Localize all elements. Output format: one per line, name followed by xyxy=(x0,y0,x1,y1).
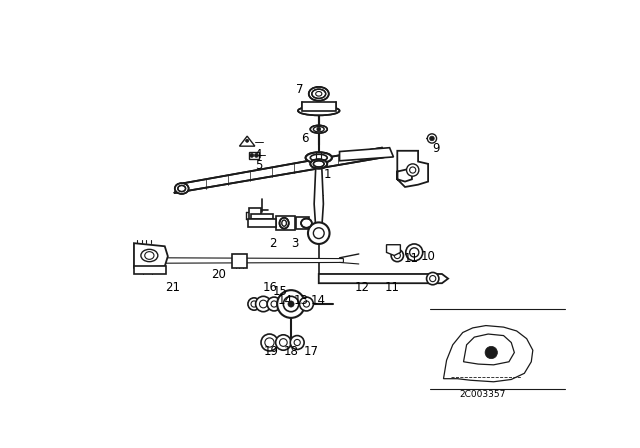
Polygon shape xyxy=(314,168,323,227)
Ellipse shape xyxy=(310,154,327,161)
Circle shape xyxy=(251,301,257,307)
Ellipse shape xyxy=(310,159,327,168)
Circle shape xyxy=(248,298,260,310)
Circle shape xyxy=(259,300,267,308)
Circle shape xyxy=(265,338,274,347)
Circle shape xyxy=(428,134,436,143)
Text: 10: 10 xyxy=(420,250,435,263)
Circle shape xyxy=(391,250,403,262)
Circle shape xyxy=(406,164,419,176)
Text: 14: 14 xyxy=(278,294,293,307)
Ellipse shape xyxy=(316,91,322,96)
Ellipse shape xyxy=(282,220,287,226)
Circle shape xyxy=(288,301,294,307)
Circle shape xyxy=(246,139,249,142)
Circle shape xyxy=(250,154,253,157)
Polygon shape xyxy=(251,214,273,220)
Circle shape xyxy=(314,228,324,238)
Polygon shape xyxy=(463,334,515,365)
Text: 14: 14 xyxy=(311,294,326,307)
Ellipse shape xyxy=(298,106,340,116)
Ellipse shape xyxy=(308,87,329,101)
Polygon shape xyxy=(319,274,448,283)
Text: 6: 6 xyxy=(301,132,308,145)
Polygon shape xyxy=(250,208,261,223)
Polygon shape xyxy=(232,254,247,268)
Circle shape xyxy=(429,136,435,141)
Text: 17: 17 xyxy=(303,345,318,358)
Circle shape xyxy=(429,276,436,282)
Polygon shape xyxy=(397,151,428,187)
Circle shape xyxy=(255,154,259,157)
Text: 11: 11 xyxy=(385,281,400,294)
Text: 2: 2 xyxy=(269,237,276,250)
Polygon shape xyxy=(248,220,276,227)
Circle shape xyxy=(294,340,300,345)
Text: 1: 1 xyxy=(324,168,332,181)
Text: 3: 3 xyxy=(291,237,298,250)
Circle shape xyxy=(317,127,321,131)
Polygon shape xyxy=(164,258,344,263)
Ellipse shape xyxy=(312,89,326,99)
Text: 21: 21 xyxy=(164,281,180,294)
Circle shape xyxy=(394,252,401,258)
Text: 12: 12 xyxy=(355,281,370,294)
Text: 15: 15 xyxy=(273,285,287,298)
Text: 19: 19 xyxy=(263,345,278,358)
Circle shape xyxy=(271,301,277,307)
Ellipse shape xyxy=(175,183,189,194)
Polygon shape xyxy=(134,243,168,268)
Circle shape xyxy=(308,222,330,244)
Polygon shape xyxy=(302,102,336,111)
Circle shape xyxy=(277,290,305,318)
Ellipse shape xyxy=(178,185,186,192)
Ellipse shape xyxy=(314,161,324,167)
Text: 11: 11 xyxy=(403,252,419,265)
Text: 7: 7 xyxy=(296,83,303,96)
Ellipse shape xyxy=(314,126,324,132)
Circle shape xyxy=(261,334,278,351)
Circle shape xyxy=(291,336,304,349)
Circle shape xyxy=(267,297,281,311)
Circle shape xyxy=(300,297,314,311)
Text: 13: 13 xyxy=(293,294,308,307)
Ellipse shape xyxy=(306,152,332,163)
Polygon shape xyxy=(340,148,394,161)
Polygon shape xyxy=(288,338,294,346)
Circle shape xyxy=(276,335,291,350)
Circle shape xyxy=(410,167,416,173)
Polygon shape xyxy=(296,217,308,229)
Text: 9: 9 xyxy=(432,142,440,155)
Ellipse shape xyxy=(280,218,289,228)
Circle shape xyxy=(485,346,497,359)
Ellipse shape xyxy=(145,252,154,259)
Text: 16: 16 xyxy=(262,281,278,294)
Polygon shape xyxy=(134,266,166,274)
Polygon shape xyxy=(174,148,386,193)
Ellipse shape xyxy=(301,219,312,228)
Circle shape xyxy=(284,296,299,312)
Circle shape xyxy=(410,248,419,257)
Text: 8: 8 xyxy=(415,173,422,186)
Polygon shape xyxy=(387,245,401,255)
Polygon shape xyxy=(276,216,295,230)
Circle shape xyxy=(303,301,310,307)
Polygon shape xyxy=(444,326,533,382)
Ellipse shape xyxy=(310,125,327,133)
Ellipse shape xyxy=(141,250,158,262)
Circle shape xyxy=(427,272,439,285)
Circle shape xyxy=(255,296,271,312)
Text: 5: 5 xyxy=(255,159,262,172)
Text: 18: 18 xyxy=(284,345,298,358)
Text: 4: 4 xyxy=(255,148,262,161)
Circle shape xyxy=(406,244,422,261)
Text: 20: 20 xyxy=(211,268,226,281)
Text: 2C003357: 2C003357 xyxy=(459,390,505,399)
Circle shape xyxy=(280,339,287,346)
